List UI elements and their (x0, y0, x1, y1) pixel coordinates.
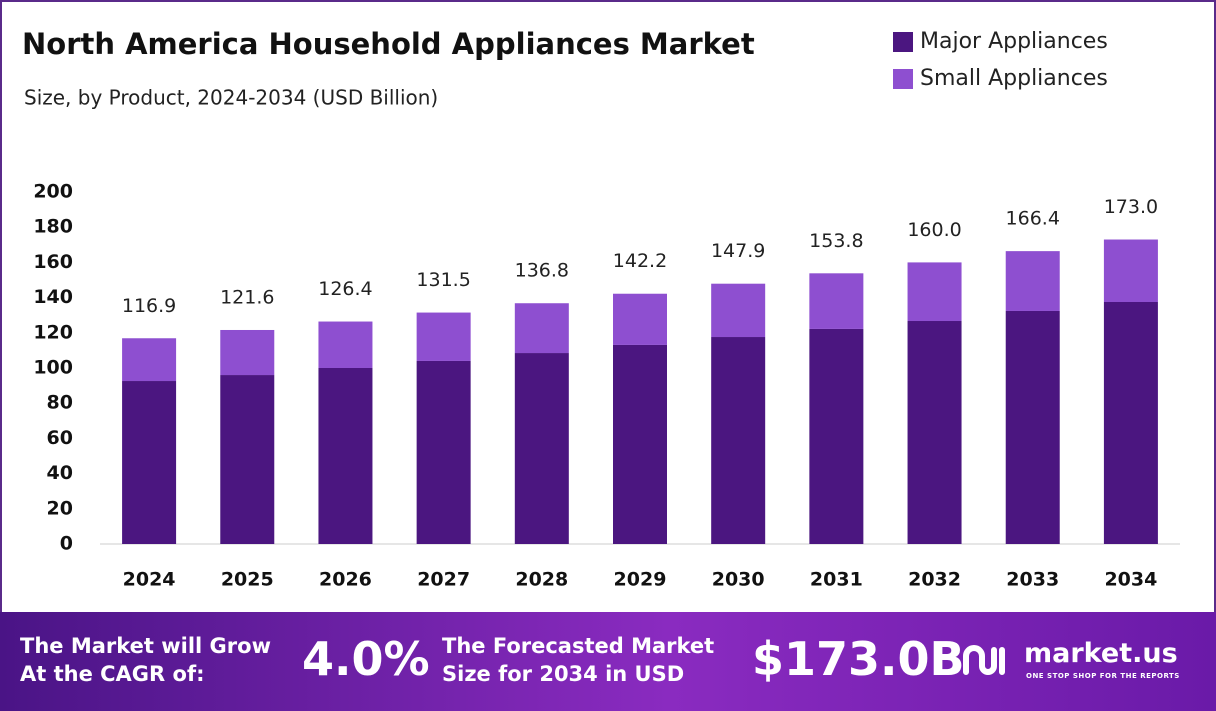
x-tick-label: 2027 (417, 569, 470, 591)
total-label: 160.0 (907, 219, 961, 241)
total-label: 173.0 (1104, 196, 1158, 218)
tagline: ONE STOP SHOP FOR THE REPORTS (1026, 672, 1180, 680)
bar-segment (1005, 251, 1060, 311)
total-label: 142.2 (613, 250, 667, 272)
bar-segment (1103, 239, 1158, 302)
y-tick-label: 160 (33, 251, 73, 273)
y-tick-label: 120 (33, 321, 73, 343)
bar-segment (1103, 302, 1158, 544)
y-tick-label: 20 (47, 497, 73, 519)
brand: market.us (1024, 638, 1178, 669)
bar-segment (613, 293, 667, 345)
total-label: 126.4 (318, 278, 372, 300)
grow-text: The Market will Grow At the CAGR of: (20, 632, 271, 688)
total-label: 136.8 (515, 260, 569, 282)
x-tick-label: 2024 (123, 569, 176, 591)
y-tick-label: 180 (33, 216, 73, 238)
y-tick-label: 100 (33, 357, 73, 379)
grow-line: At the CAGR of: (20, 662, 205, 686)
bar-segment (514, 303, 569, 354)
total-label: 121.6 (220, 286, 274, 308)
total-label: 166.4 (1006, 208, 1060, 230)
y-tick-label: 60 (47, 427, 73, 449)
forecast-line: The Forecasted Market (442, 634, 715, 658)
x-tick-label: 2033 (1006, 569, 1059, 591)
x-tick-label: 2029 (614, 569, 667, 591)
bar-segment (809, 328, 864, 544)
cagr-value: 4.0% (302, 632, 430, 686)
legend-label: Major Appliances (920, 29, 1108, 54)
chart-subtitle: Size, by Product, 2024-2034 (USD Billion… (24, 86, 438, 110)
total-label: 116.9 (122, 295, 176, 317)
frame (0, 0, 1216, 612)
y-tick-label: 0 (60, 533, 73, 555)
bar-segment (1005, 310, 1060, 544)
total-label: 153.8 (809, 230, 863, 252)
legend-label: Small Appliances (920, 66, 1108, 91)
bar-segment (220, 329, 275, 376)
bar-segment (711, 337, 766, 544)
bar-segment (122, 338, 177, 382)
total-label: 147.9 (711, 240, 765, 262)
bar-segment (907, 321, 962, 544)
y-tick-label: 80 (47, 392, 73, 414)
grow-line: The Market will Grow (20, 634, 271, 658)
logo-icon (963, 645, 1005, 675)
x-tick-label: 2025 (221, 569, 274, 591)
chart: North America Household Appliances Marke… (0, 0, 1216, 612)
bar-segment (416, 360, 471, 544)
x-tick-label: 2026 (319, 569, 372, 591)
forecast-value: $173.0B (752, 632, 965, 686)
bar-segment (613, 344, 667, 544)
bar-segment (907, 262, 962, 322)
bar-segment (220, 375, 275, 544)
bar-segment (122, 381, 177, 544)
x-tick-label: 2030 (712, 569, 765, 591)
y-tick-label: 140 (33, 286, 73, 308)
y-tick-label: 200 (33, 181, 73, 203)
forecast-text: The Forecasted Market Size for 2034 in US… (442, 632, 714, 688)
legend-swatch (893, 69, 913, 89)
chart-title: North America Household Appliances Marke… (22, 27, 755, 61)
total-label: 131.5 (416, 269, 470, 291)
bar-segment (809, 273, 864, 329)
x-tick-label: 2028 (515, 569, 568, 591)
x-tick-label: 2031 (810, 569, 863, 591)
bar-segment (711, 283, 766, 338)
x-tick-label: 2032 (908, 569, 961, 591)
x-tick-label: 2034 (1104, 569, 1157, 591)
footer: The Market will Grow At the CAGR of: 4.0%… (0, 612, 1216, 711)
y-tick-label: 40 (47, 462, 73, 484)
bar-segment (514, 353, 569, 544)
legend-swatch (893, 32, 913, 52)
bar-segment (416, 312, 471, 361)
bar-segment (318, 321, 373, 368)
forecast-line: Size for 2034 in USD (442, 662, 685, 686)
bar-segment (318, 368, 373, 544)
